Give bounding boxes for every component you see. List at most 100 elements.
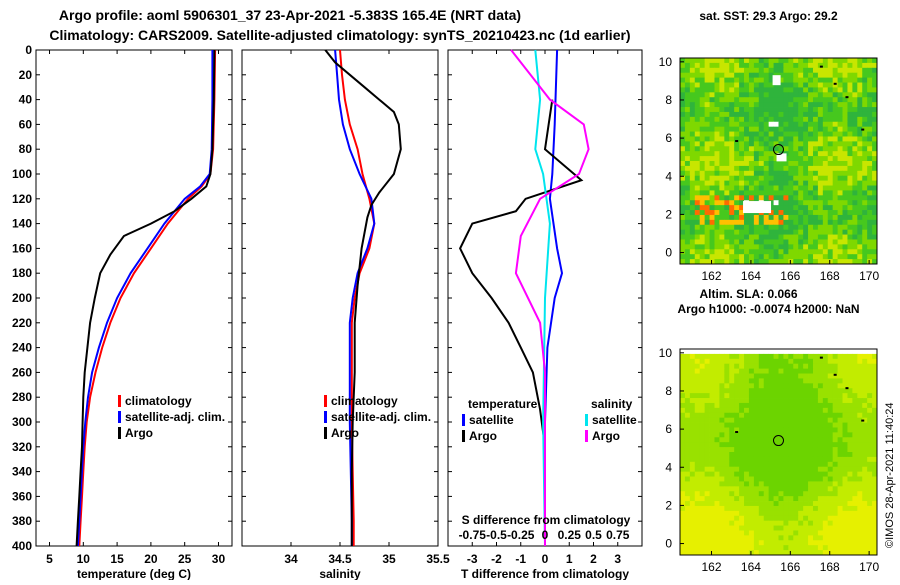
- map-cell: [788, 107, 794, 113]
- map-cell: [788, 234, 794, 240]
- map-cell: [684, 259, 691, 265]
- map-cell: [714, 466, 720, 473]
- map-cell: [852, 254, 858, 260]
- map-cell: [847, 540, 853, 546]
- map-cell: [748, 368, 755, 374]
- map-cell: [689, 259, 696, 265]
- map-cell: [753, 530, 760, 536]
- map-cell: [719, 515, 725, 522]
- map-cell: [872, 452, 878, 458]
- map-cell: [842, 151, 848, 157]
- map-cell: [734, 432, 740, 438]
- map-cell: [812, 407, 819, 414]
- map-cell: [798, 412, 804, 419]
- map-cell: [822, 432, 829, 438]
- map-cell: [748, 165, 755, 172]
- map-cell: [709, 496, 715, 502]
- map-cell: [812, 456, 819, 463]
- map-cell: [793, 432, 799, 438]
- map-cell: [798, 349, 804, 355]
- map-cell: [822, 456, 829, 463]
- map-cell: [812, 437, 819, 443]
- map-cell: [827, 358, 834, 365]
- map-cell: [744, 151, 750, 157]
- map-cell: [689, 550, 696, 556]
- map-cell: [704, 427, 710, 433]
- map-cell: [729, 368, 735, 374]
- map-cell: [837, 111, 843, 118]
- map-cell: [788, 254, 794, 260]
- map-cell: [709, 77, 715, 83]
- map-cell: [734, 437, 740, 443]
- map-cell: [689, 195, 696, 201]
- map-cell: [867, 92, 873, 98]
- map-cell: [773, 121, 779, 128]
- map-cell: [704, 219, 710, 226]
- map-cell: [808, 239, 814, 245]
- map-cell: [798, 402, 804, 409]
- map-cell: [827, 254, 834, 260]
- map-cell: [704, 190, 710, 196]
- map-cell: [827, 102, 834, 108]
- map-cell: [867, 126, 873, 132]
- map-cell: [704, 402, 710, 409]
- map-cell: [867, 214, 873, 221]
- map-cell: [857, 378, 863, 384]
- map-cell: [842, 107, 848, 113]
- map-cell: [744, 505, 750, 512]
- map-cell: [788, 437, 794, 443]
- map-cell: [783, 165, 789, 172]
- map-cell: [817, 378, 824, 384]
- map-cell: [724, 136, 730, 142]
- map-cell: [788, 229, 794, 235]
- map-cell: [768, 185, 774, 191]
- map-cell: [729, 92, 735, 98]
- map-cell: [842, 180, 848, 186]
- map-cell: [788, 383, 794, 389]
- map-cell: [684, 239, 691, 245]
- map-cell: [812, 412, 819, 419]
- map-cell: [808, 550, 814, 556]
- map-cell: [734, 466, 740, 473]
- map-cell: [778, 254, 784, 260]
- map-cell: [783, 437, 789, 443]
- map-cell: [822, 535, 829, 541]
- map-cell: [709, 378, 715, 384]
- map-cell: [719, 378, 725, 384]
- map-cell: [680, 151, 686, 157]
- map-cell: [763, 234, 770, 240]
- map-cell: [714, 456, 720, 463]
- map-cell: [768, 111, 774, 118]
- map-cell: [837, 244, 843, 250]
- map-cell: [744, 486, 750, 492]
- map-cell: [739, 67, 745, 74]
- map-cell: [837, 383, 843, 389]
- map-cell: [719, 116, 725, 123]
- map-cell: [822, 378, 829, 384]
- map-cell: [694, 102, 701, 108]
- map-cell: [773, 92, 779, 98]
- map-cell: [778, 92, 784, 98]
- y-tick-label: 400: [12, 539, 32, 553]
- map-cell: [817, 456, 824, 463]
- map-cell: [773, 146, 779, 152]
- map-cell: [808, 501, 814, 507]
- map-cell: [744, 58, 750, 64]
- map-cell: [872, 82, 878, 88]
- map-cell: [753, 190, 760, 196]
- map-cell: [729, 214, 735, 221]
- map-cell: [832, 165, 838, 172]
- map-cell: [704, 72, 710, 79]
- map-cell: [709, 398, 715, 404]
- map-cell: [788, 116, 794, 123]
- map-cell: [734, 111, 740, 118]
- map-cell: [842, 67, 848, 74]
- map-cell: [837, 407, 843, 414]
- map-cell: [763, 58, 770, 64]
- map-cell: [744, 219, 750, 226]
- map-cell: [842, 161, 848, 167]
- map-cell: [739, 412, 745, 419]
- map-cell: [783, 402, 789, 409]
- map-cell: [852, 97, 858, 103]
- s-tick-label: -0.25: [507, 528, 535, 542]
